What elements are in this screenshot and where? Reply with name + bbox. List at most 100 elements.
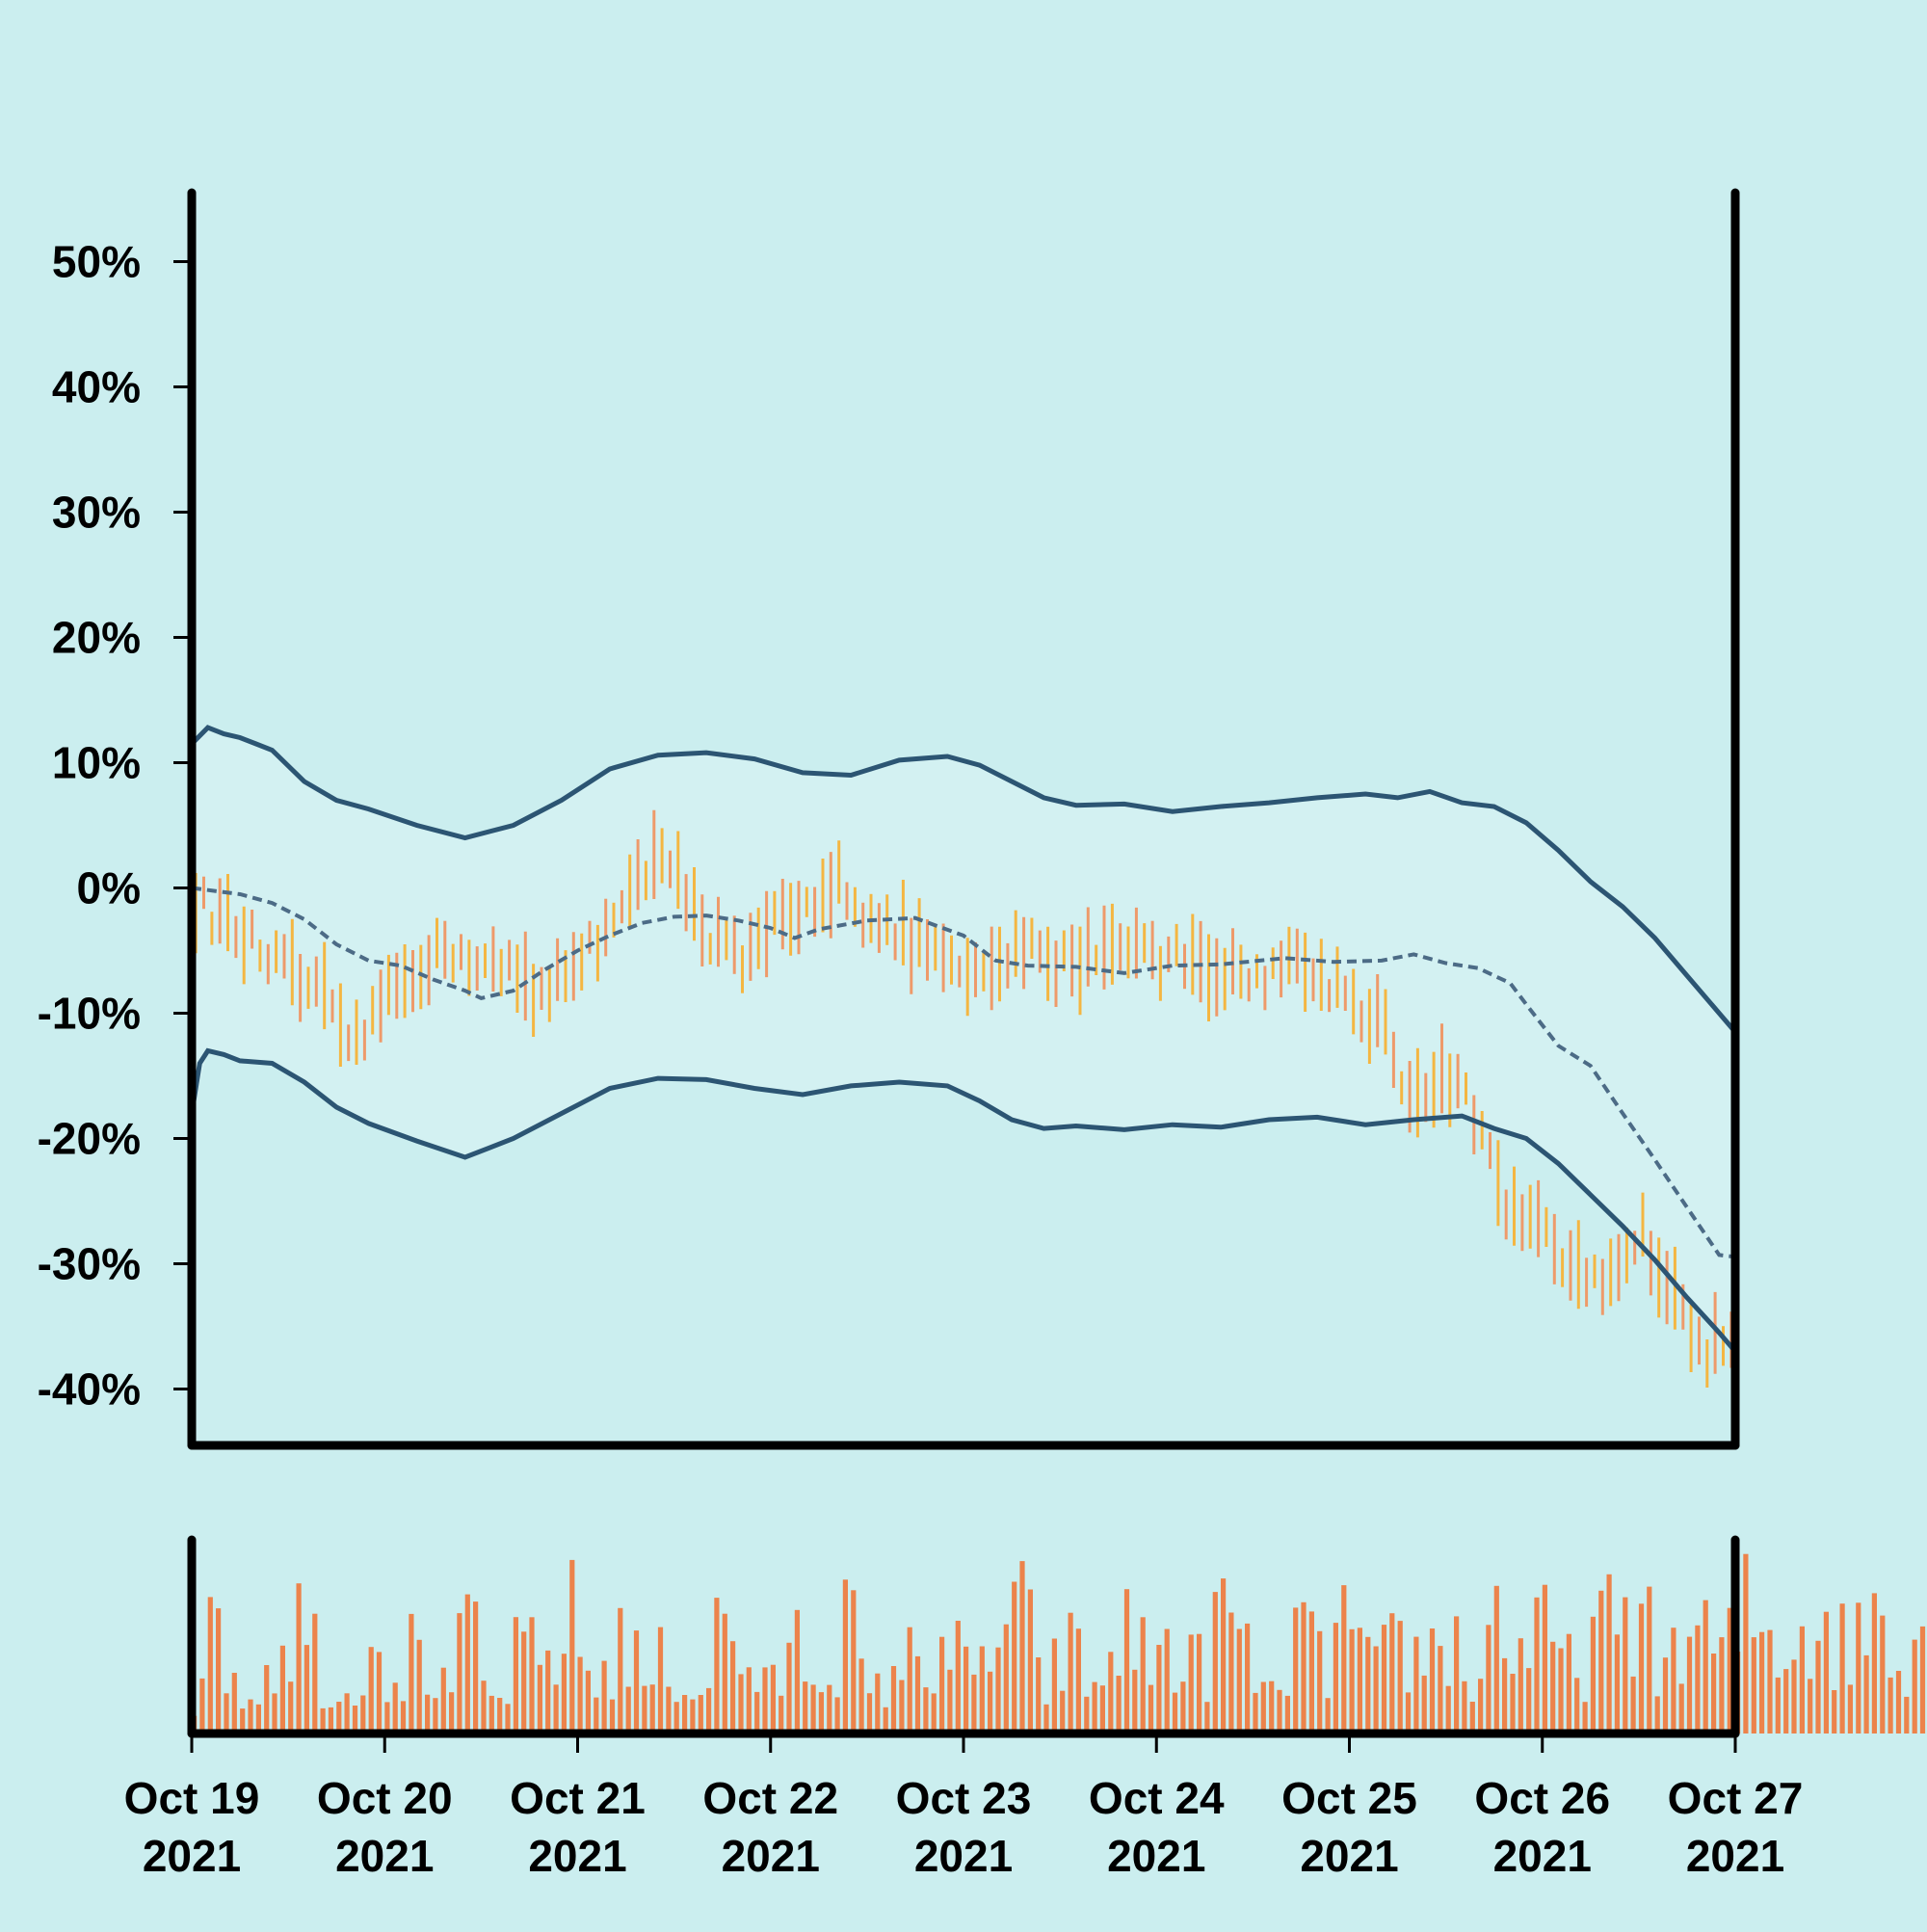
volume-bar (642, 1685, 647, 1734)
volume-bar (1188, 1634, 1194, 1734)
volume-bar (1060, 1690, 1066, 1734)
volume-bar (866, 1693, 873, 1734)
volume-bar (288, 1681, 294, 1734)
volume-bar (1895, 1671, 1902, 1734)
volume-bar (1116, 1676, 1122, 1734)
volume-bar (931, 1693, 937, 1734)
volume-bar (481, 1681, 487, 1734)
volume-bar (762, 1667, 768, 1734)
volume-bar (746, 1667, 752, 1734)
volume-bar (1317, 1630, 1323, 1734)
volume-bar (248, 1699, 253, 1734)
volume-bar (625, 1686, 631, 1734)
volume-bar (1574, 1678, 1580, 1734)
volume-bar (1027, 1589, 1033, 1734)
volume-bar (818, 1692, 824, 1734)
volume-bar (1719, 1637, 1725, 1734)
volume-bar (440, 1667, 446, 1734)
volume-bar (875, 1673, 881, 1734)
volume-bar (1486, 1625, 1491, 1734)
volume-bar (1075, 1628, 1081, 1734)
volume-bar (529, 1617, 535, 1734)
volume-bar (939, 1636, 945, 1734)
volume-bar (1148, 1684, 1154, 1734)
volume-bar (199, 1678, 205, 1734)
volume-bar (433, 1698, 438, 1734)
volume-bar (722, 1613, 727, 1734)
volume-bar (1438, 1646, 1443, 1734)
volume-bar (1678, 1683, 1684, 1734)
lower-band-line (192, 1047, 1735, 1356)
x-tick-label-date: Oct 26 (1474, 1773, 1610, 1823)
volume-bar (1462, 1681, 1467, 1734)
x-tick-label-year: 2021 (1107, 1831, 1205, 1881)
volume-bar (392, 1682, 398, 1734)
volume-bar (521, 1631, 527, 1734)
volume-bar (979, 1646, 985, 1734)
volume-bar (851, 1590, 857, 1734)
volume-bar (1172, 1692, 1178, 1734)
volume-bar (216, 1608, 222, 1734)
volume-bar (1373, 1646, 1379, 1734)
volume-bar (1397, 1621, 1403, 1734)
volume-bar (1084, 1696, 1090, 1734)
volume-bar (673, 1702, 679, 1734)
volume-bar (416, 1639, 422, 1734)
volume-bar (594, 1697, 599, 1734)
volume-bar (649, 1684, 655, 1734)
volume-bar (1904, 1696, 1910, 1734)
volume-bar (1365, 1636, 1371, 1734)
price-panel (192, 725, 1735, 1388)
x-tick-label-date: Oct 21 (510, 1773, 646, 1823)
volume-bar (1614, 1634, 1620, 1734)
y-tick-label: -20% (38, 1114, 141, 1164)
volume-bar (1703, 1600, 1708, 1734)
volume-bar (682, 1695, 688, 1734)
volume-bar (1582, 1702, 1588, 1734)
volume-bar (1727, 1607, 1732, 1734)
volume-bar (224, 1693, 229, 1734)
volume-bar (657, 1627, 664, 1734)
y-tick-label: 20% (52, 613, 141, 663)
y-tick-label: -40% (38, 1364, 141, 1415)
volume-bar (955, 1621, 961, 1734)
volume-bar (1301, 1601, 1307, 1734)
volume-bar (1623, 1597, 1628, 1734)
volume-bar (1654, 1696, 1660, 1734)
volume-bar (1277, 1689, 1282, 1734)
x-tick-label-date: Oct 23 (896, 1773, 1032, 1823)
volume-bar (1043, 1704, 1049, 1734)
volume-bar (1871, 1593, 1877, 1734)
volume-bar (425, 1694, 431, 1734)
volume-bar (633, 1630, 640, 1734)
volume-bar (304, 1645, 309, 1734)
y-tick-label: 30% (52, 488, 141, 538)
volume-bar (1269, 1681, 1275, 1734)
volume-bar (1099, 1685, 1105, 1734)
volume-bar (1003, 1624, 1009, 1734)
volume-bar (336, 1702, 342, 1734)
volume-bar (1123, 1589, 1130, 1734)
volume-bar (779, 1695, 784, 1734)
volume-bar (714, 1598, 720, 1734)
volume-bar (1293, 1607, 1299, 1734)
volume-bar (1630, 1676, 1636, 1734)
volume-bar (368, 1647, 374, 1734)
volume-bar (1381, 1625, 1387, 1734)
axes-layer: 50% 40% 30% 20% 10% 0% -10% -20% -30% -40% Oct 19 2… (38, 188, 1803, 1881)
volume-bar (457, 1613, 462, 1734)
volume-bar (240, 1708, 246, 1734)
volume-bar (1863, 1654, 1869, 1734)
volume-bar (537, 1664, 542, 1734)
volume-bar (1751, 1637, 1756, 1734)
x-tick-label-year: 2021 (914, 1831, 1013, 1881)
volume-bar (577, 1656, 583, 1734)
volume-bar (207, 1597, 213, 1734)
volume-bar (1686, 1636, 1693, 1734)
volume-bar (803, 1681, 808, 1734)
volume-bar (1534, 1597, 1540, 1734)
volume-bar (730, 1641, 736, 1734)
volume-bar (1759, 1631, 1765, 1734)
volume-bar (505, 1704, 511, 1734)
